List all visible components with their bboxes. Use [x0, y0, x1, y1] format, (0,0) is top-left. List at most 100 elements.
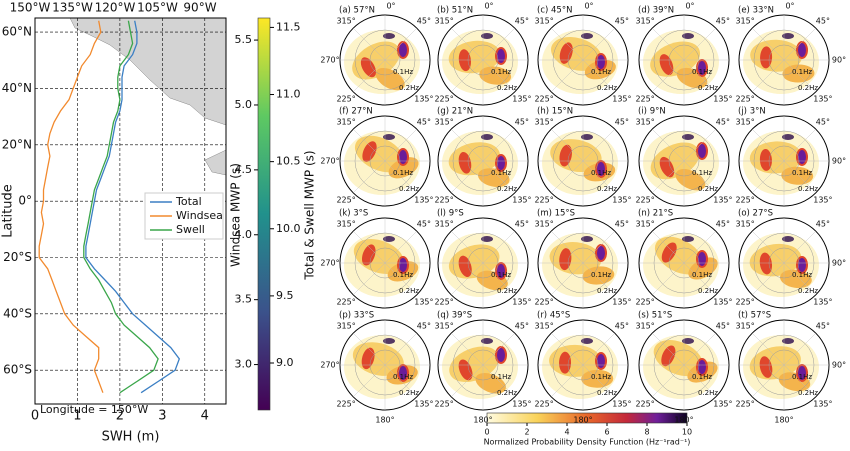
direction-label: 225° — [534, 94, 553, 103]
density-high — [362, 141, 377, 162]
density-peak — [397, 256, 409, 274]
density-mid — [375, 67, 405, 91]
x-tick-label: 1 — [73, 409, 81, 424]
direction-label: 135° — [713, 399, 732, 408]
direction-label: 45° — [716, 322, 730, 331]
polar-spoke — [683, 231, 716, 264]
density-high — [458, 49, 471, 72]
direction-label: 315° — [434, 220, 453, 229]
direction-label: 45° — [615, 17, 629, 26]
density-peak — [383, 236, 395, 242]
x-axis-label: SWH (m) — [102, 430, 160, 445]
direction-label: 315° — [336, 118, 355, 127]
y-tick-label: 40°N — [2, 81, 32, 95]
polar-spoke — [783, 59, 816, 92]
y-tick-label: 60°N — [2, 25, 32, 39]
direction-label: 180° — [573, 416, 592, 425]
colorbar-tick-label: 10.5 — [276, 155, 301, 168]
direction-label: 45° — [515, 17, 529, 26]
polar-spoke — [652, 231, 685, 264]
polar-spoke — [451, 262, 484, 295]
pdf-colorbar — [486, 412, 688, 424]
annotation: Longitude = 150°W — [40, 403, 148, 416]
panel-title: (t) 57°S — [738, 311, 771, 321]
direction-label: 315° — [735, 220, 754, 229]
density-high — [759, 252, 773, 275]
polar-panel: (p) 33°S 45° 135° 180° 225° 270° 315° 0.1Hz 0.2H… — [320, 311, 433, 425]
density-peak — [581, 236, 593, 242]
direction-label: 135° — [414, 297, 433, 306]
direction-label: 315° — [534, 118, 553, 127]
density-peak — [782, 134, 794, 140]
polar-spoke — [752, 28, 785, 61]
density-high — [361, 347, 375, 370]
polar-panel: (g) 21°N 45° 135° 225° 315° 0.1Hz 0.2Hz — [434, 107, 532, 207]
direction-label: 90° — [832, 361, 846, 370]
polar-spoke — [683, 364, 716, 397]
direction-label: 270° — [320, 157, 339, 166]
polar-spoke — [482, 160, 515, 193]
direction-label: 135° — [713, 94, 732, 103]
direction-label: 45° — [417, 118, 431, 127]
density-peak — [581, 134, 593, 140]
polar-spoke — [384, 129, 417, 162]
frequency-label: 0.2Hz — [497, 287, 517, 295]
polar-panel: (d) 39°N 0° 45° 135° 225° 315° 0.1Hz 0.2Hz — [635, 2, 733, 106]
density-mid — [675, 169, 706, 191]
panel-title: (e) 33°N — [738, 6, 774, 16]
panel-title: (b) 51°N — [437, 6, 473, 16]
series-line — [85, 20, 181, 394]
direction-label: 225° — [534, 399, 553, 408]
polar-spoke — [582, 59, 615, 92]
frequency-label: 0.1Hz — [393, 373, 413, 381]
polar-panel: (h) 15°N 45° 135° 225° 315° 0.1Hz 0.2Hz — [534, 107, 632, 207]
frequency-label: 0.1Hz — [692, 373, 712, 381]
colorbar-tick-label: 3.0 — [235, 358, 253, 371]
panel-title: (c) 45°N — [537, 6, 572, 16]
direction-label: 135° — [813, 94, 832, 103]
frequency-label: 0.2Hz — [497, 84, 517, 92]
direction-label: 270° — [320, 56, 339, 65]
panel-title: (j) 3°N — [738, 107, 766, 117]
polar-spoke — [551, 262, 584, 295]
density-high — [458, 359, 473, 381]
polar-panel: (f) 27°N 45° 135° 225° 270° 315° 0.1Hz 0.2Hz — [320, 107, 434, 207]
direction-label: 45° — [515, 118, 529, 127]
polar-spoke — [551, 160, 584, 193]
direction-label: 315° — [635, 17, 654, 26]
top-tick-label: 120°W — [95, 1, 136, 15]
direction-label: 45° — [716, 220, 730, 229]
density-peak — [481, 338, 493, 344]
frequency-label: 0.1Hz — [692, 271, 712, 279]
top-tick-label: 105°W — [137, 1, 178, 15]
panel-title: (h) 15°N — [537, 107, 573, 117]
density-high — [559, 42, 573, 64]
y-tick-label: 40°S — [3, 306, 32, 320]
frequency-label: 0.1Hz — [692, 169, 712, 177]
frequency-label: 0.1Hz — [393, 68, 413, 76]
top-tick-label: 90°W — [183, 1, 216, 15]
density-high — [458, 255, 472, 278]
panel-title: (k) 3°S — [339, 209, 368, 219]
direction-label: 315° — [635, 118, 654, 127]
direction-label: 225° — [635, 195, 654, 204]
polar-panel: (t) 57°S 45° 90° 135° 180° 225° 315° 0.1Hz 0.2Hz — [735, 311, 846, 425]
panel-title: (o) 27°S — [738, 209, 773, 219]
density-peak — [481, 33, 493, 39]
density-peak — [595, 53, 607, 71]
density-peak — [581, 33, 593, 39]
direction-label: 225° — [434, 195, 453, 204]
polar-panel: (l) 9°S 45° 135° 225° 315° 0.1Hz 0.2Hz — [434, 209, 532, 309]
frequency-label: 0.1Hz — [792, 373, 812, 381]
panel-title: (n) 21°S — [638, 209, 673, 219]
frequency-label: 0.2Hz — [497, 185, 517, 193]
polar-panel: (c) 45°N 0° 45° 135° 225° 315° 0.1Hz 0.2Hz — [534, 2, 632, 106]
polar-spoke — [582, 231, 615, 264]
direction-label: 135° — [813, 297, 832, 306]
frequency-label: 0.2Hz — [798, 389, 818, 397]
direction-label: 45° — [417, 17, 431, 26]
colorbar-label: Windsea MWP (s) — [229, 163, 243, 267]
direction-label: 315° — [735, 322, 754, 331]
polar-panel: (r) 45°S 45° 135° 180° 225° 315° 0.1Hz 0.2Hz — [534, 311, 631, 425]
polar-spoke — [384, 364, 417, 397]
